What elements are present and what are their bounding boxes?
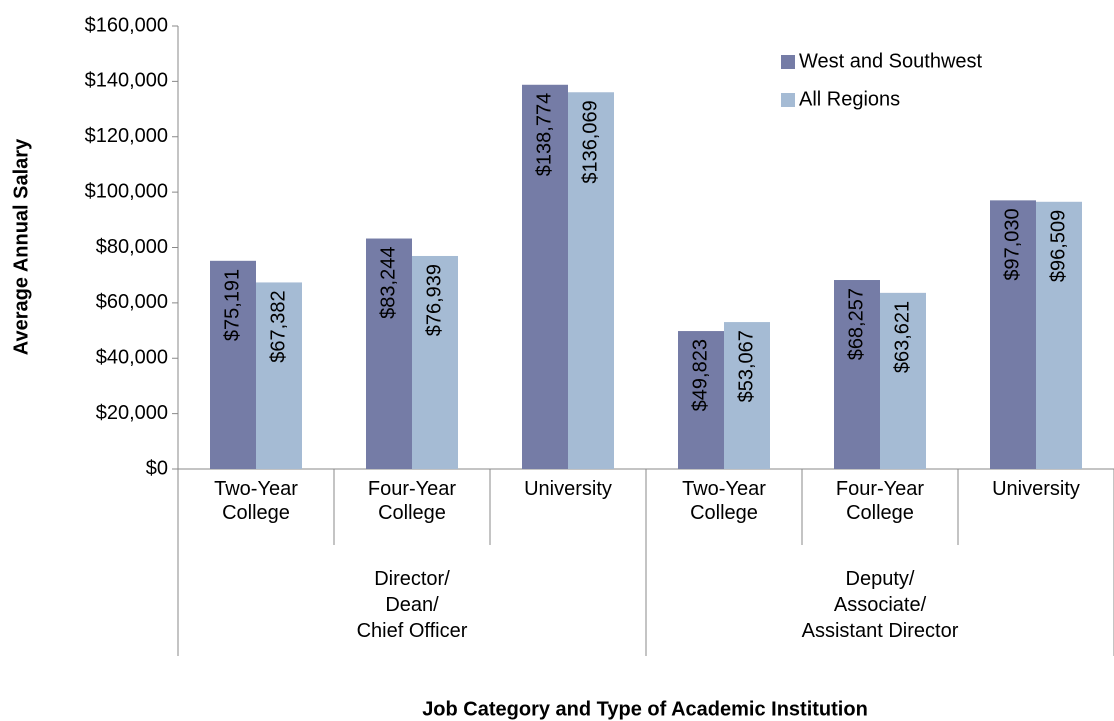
bar bbox=[366, 238, 412, 469]
bar bbox=[1036, 201, 1082, 469]
x-tick-label: Two-Year College bbox=[682, 478, 766, 524]
x-tick-label: Four-Year College bbox=[836, 478, 925, 524]
y-tick-label: $100,000 bbox=[85, 180, 168, 202]
bar bbox=[522, 84, 568, 470]
bar bbox=[568, 92, 614, 469]
y-tick-label: $140,000 bbox=[85, 70, 168, 92]
x-tick-label-line: College bbox=[222, 502, 290, 524]
bar bbox=[834, 280, 880, 469]
bar bbox=[678, 331, 724, 469]
y-tick-label: $40,000 bbox=[96, 347, 168, 369]
group-label-line: Dean/ bbox=[385, 594, 439, 616]
group-label: Deputy/Associate/Assistant Director bbox=[802, 568, 959, 642]
y-tick-label: $20,000 bbox=[96, 402, 168, 424]
group-label-line: Deputy/ bbox=[846, 568, 915, 590]
x-tick-label: Four-Year College bbox=[368, 478, 457, 524]
y-tick-label: $80,000 bbox=[96, 236, 168, 258]
legend-swatch bbox=[781, 55, 795, 69]
group-label-line: Director/ bbox=[374, 568, 450, 590]
x-axis-label: Job Category and Type of Academic Instit… bbox=[422, 698, 868, 720]
y-tick-label: $160,000 bbox=[85, 14, 168, 36]
y-tick-label: $120,000 bbox=[85, 125, 168, 147]
x-tick-label-line: College bbox=[378, 502, 446, 524]
value-label: $76,939 bbox=[423, 264, 445, 336]
value-label: $49,823 bbox=[689, 339, 711, 411]
value-label: $63,621 bbox=[891, 301, 913, 373]
legend-label: West and Southwest bbox=[799, 50, 983, 72]
y-tick-label: $0 bbox=[146, 457, 168, 479]
group-label-line: Chief Officer bbox=[357, 620, 468, 642]
x-tick-label: University bbox=[992, 478, 1080, 500]
bar bbox=[412, 255, 458, 469]
y-axis-label: Average Annual Salary bbox=[10, 138, 32, 355]
x-tick-label: Two-Year College bbox=[214, 478, 298, 524]
value-label: $83,244 bbox=[377, 247, 399, 319]
value-label: $67,382 bbox=[267, 290, 289, 362]
group-label-line: Assistant Director bbox=[802, 620, 959, 642]
x-tick-label-line: College bbox=[846, 502, 914, 524]
x-tick-label: University bbox=[524, 478, 612, 500]
value-label: $75,191 bbox=[221, 269, 243, 341]
x-tick-label-line: Two-Year bbox=[214, 478, 298, 500]
value-label: $96,509 bbox=[1047, 210, 1069, 282]
bar bbox=[990, 200, 1036, 469]
bar bbox=[724, 322, 770, 469]
bar bbox=[256, 282, 302, 469]
value-label: $138,774 bbox=[533, 93, 555, 176]
x-tick-label-line: University bbox=[992, 478, 1080, 500]
bar bbox=[210, 260, 256, 469]
x-tick-label-line: Four-Year bbox=[836, 478, 925, 500]
y-tick-label: $60,000 bbox=[96, 291, 168, 313]
bar bbox=[880, 292, 926, 469]
x-tick-label-line: Four-Year bbox=[368, 478, 457, 500]
value-label: $53,067 bbox=[735, 330, 757, 402]
group-label: Director/Dean/Chief Officer bbox=[357, 568, 468, 642]
x-tick-label-line: Two-Year bbox=[682, 478, 766, 500]
legend-swatch bbox=[781, 93, 795, 107]
value-label: $97,030 bbox=[1001, 208, 1023, 280]
value-label: $68,257 bbox=[845, 288, 867, 360]
group-label-line: Associate/ bbox=[834, 594, 927, 616]
legend-label: All Regions bbox=[799, 88, 900, 110]
value-label: $136,069 bbox=[579, 100, 601, 183]
x-tick-label-line: College bbox=[690, 502, 758, 524]
x-tick-label-line: University bbox=[524, 478, 612, 500]
